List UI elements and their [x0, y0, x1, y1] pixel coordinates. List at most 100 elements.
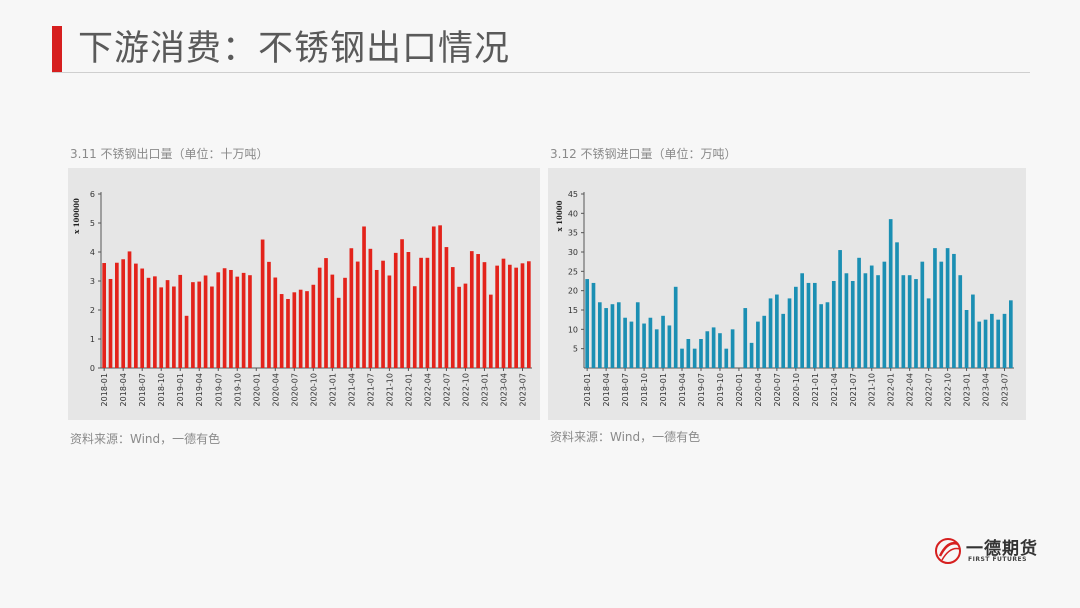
- bar-2021-10: [869, 265, 874, 368]
- bar-2022-03: [901, 275, 906, 368]
- bar-2022-08: [450, 267, 455, 368]
- y-tick-label: 40: [568, 209, 578, 218]
- x-tick-label: 2021-07: [849, 373, 858, 406]
- bar-2023-08: [1009, 300, 1013, 368]
- bar-2022-12: [958, 275, 963, 368]
- bar-2021-06: [844, 273, 849, 368]
- bar-2021-12: [882, 261, 887, 368]
- company-logo: 一德期货 FIRST FUTURES: [934, 532, 1044, 572]
- bar-2019-05: [686, 339, 691, 368]
- bar-2022-03: [419, 257, 423, 368]
- bar-2018-02: [591, 282, 596, 368]
- bar-2023-07: [520, 263, 525, 368]
- bar-2020-08: [298, 289, 303, 368]
- bar-2022-10: [463, 283, 468, 368]
- bar-2019-10: [718, 333, 722, 368]
- x-tick-label: 2020-01: [735, 373, 744, 406]
- bar-2018-03: [597, 302, 602, 368]
- bar-2020-11: [800, 273, 804, 368]
- bar-2019-12: [730, 329, 735, 368]
- bar-2018-06: [616, 302, 621, 368]
- x-tick-label: 2022-10: [944, 373, 953, 406]
- bar-2020-02: [260, 239, 265, 368]
- bar-2023-06: [996, 319, 1001, 368]
- x-tick-label: 2022-04: [423, 373, 432, 406]
- y-tick-label: 35: [568, 229, 578, 238]
- bar-2020-09: [305, 291, 309, 368]
- bar-2021-01: [812, 282, 817, 368]
- bar-2022-12: [476, 254, 480, 368]
- bar-2019-03: [191, 282, 195, 368]
- bar-2023-03: [977, 321, 982, 368]
- x-tick-label: 2019-07: [214, 373, 223, 406]
- bar-2022-06: [920, 261, 925, 368]
- bar-2019-09: [711, 327, 716, 368]
- bar-2022-04: [425, 257, 430, 368]
- bar-2021-09: [381, 260, 385, 368]
- import-chart-source: 资料来源：Wind，一德有色: [550, 430, 701, 444]
- bar-2023-04: [983, 319, 988, 368]
- x-tick-label: 2019-10: [716, 373, 725, 406]
- bar-2019-02: [184, 315, 189, 368]
- bar-2018-10: [159, 287, 164, 368]
- y-tick-label: 4: [90, 248, 95, 257]
- import-chart-svg: 5 10 15 20 25 30 35 40 45 x 10000 2018-01 2018-04 20…: [555, 190, 1014, 406]
- export-chart-caption: 3.11 不锈钢出口量（单位：十万吨）: [70, 147, 269, 161]
- bar-2023-06: [514, 267, 518, 368]
- bar-2019-11: [241, 272, 246, 368]
- bar-2019-08: [222, 268, 227, 368]
- y-axis-label: x 100000: [72, 198, 81, 234]
- bar-2018-07: [623, 317, 627, 368]
- import-chart: 5 10 15 20 25 30 35 40 45 x 10000 2018-01 2018-04 20…: [548, 168, 1026, 420]
- x-tick-label: 2021-01: [328, 373, 337, 406]
- x-tick-label: 2022-10: [461, 373, 470, 406]
- bar-2020-08: [781, 313, 786, 368]
- bar-2022-07: [926, 298, 931, 368]
- bar-2018-01: [585, 279, 589, 368]
- bar-2022-09: [939, 261, 944, 368]
- x-tick-label: 2023-04: [499, 373, 508, 406]
- bar-2023-02: [488, 294, 493, 368]
- first-futures-logo-icon: [935, 538, 961, 564]
- bar-2018-10: [642, 323, 646, 368]
- bar-2020-04: [273, 277, 278, 368]
- bar-2021-03: [343, 277, 347, 368]
- bar-2023-05: [990, 313, 994, 368]
- bar-2019-04: [197, 281, 202, 368]
- title-accent-bar: [52, 26, 62, 72]
- bar-2023-04: [501, 258, 506, 368]
- y-tick-label: 25: [568, 267, 578, 276]
- y-tick-label: 5: [573, 345, 578, 354]
- bar-2021-02: [336, 297, 341, 368]
- x-tick-label: 2018-01: [100, 373, 109, 406]
- bar-2020-12: [324, 258, 328, 368]
- y-tick-label: 30: [568, 248, 578, 257]
- bar-2021-09: [863, 273, 868, 368]
- export-chart-source: 资料来源：Wind，一德有色: [70, 432, 221, 446]
- x-tick-label: 2020-04: [754, 373, 763, 406]
- title-divider: [52, 72, 1030, 73]
- x-tick-label: 2022-07: [925, 373, 934, 406]
- bar-2021-12: [400, 239, 404, 368]
- bar-2019-08: [705, 331, 710, 368]
- bar-2018-05: [127, 251, 132, 368]
- bar-2022-07: [444, 247, 449, 368]
- y-tick-label: 10: [568, 325, 578, 334]
- bar-2019-07: [216, 272, 221, 368]
- bar-2021-02: [819, 304, 823, 368]
- bar-2023-01: [482, 262, 487, 368]
- bar-2019-05: [203, 275, 208, 368]
- x-tick-label: 2022-01: [887, 373, 896, 406]
- x-tick-label: 2020-04: [271, 373, 280, 406]
- bar-2022-11: [469, 251, 474, 368]
- bar-2021-05: [355, 261, 360, 368]
- x-tick-label: 2023-07: [518, 373, 527, 406]
- bar-2020-05: [762, 315, 767, 368]
- bar-2019-04: [680, 348, 684, 368]
- y-tick-label: 6: [90, 190, 95, 199]
- bar-2023-01: [964, 310, 969, 368]
- bar-2020-07: [292, 292, 297, 368]
- bar-2020-03: [267, 261, 271, 368]
- y-axis-label: x 10000: [555, 200, 564, 231]
- bar-2018-08: [629, 321, 634, 368]
